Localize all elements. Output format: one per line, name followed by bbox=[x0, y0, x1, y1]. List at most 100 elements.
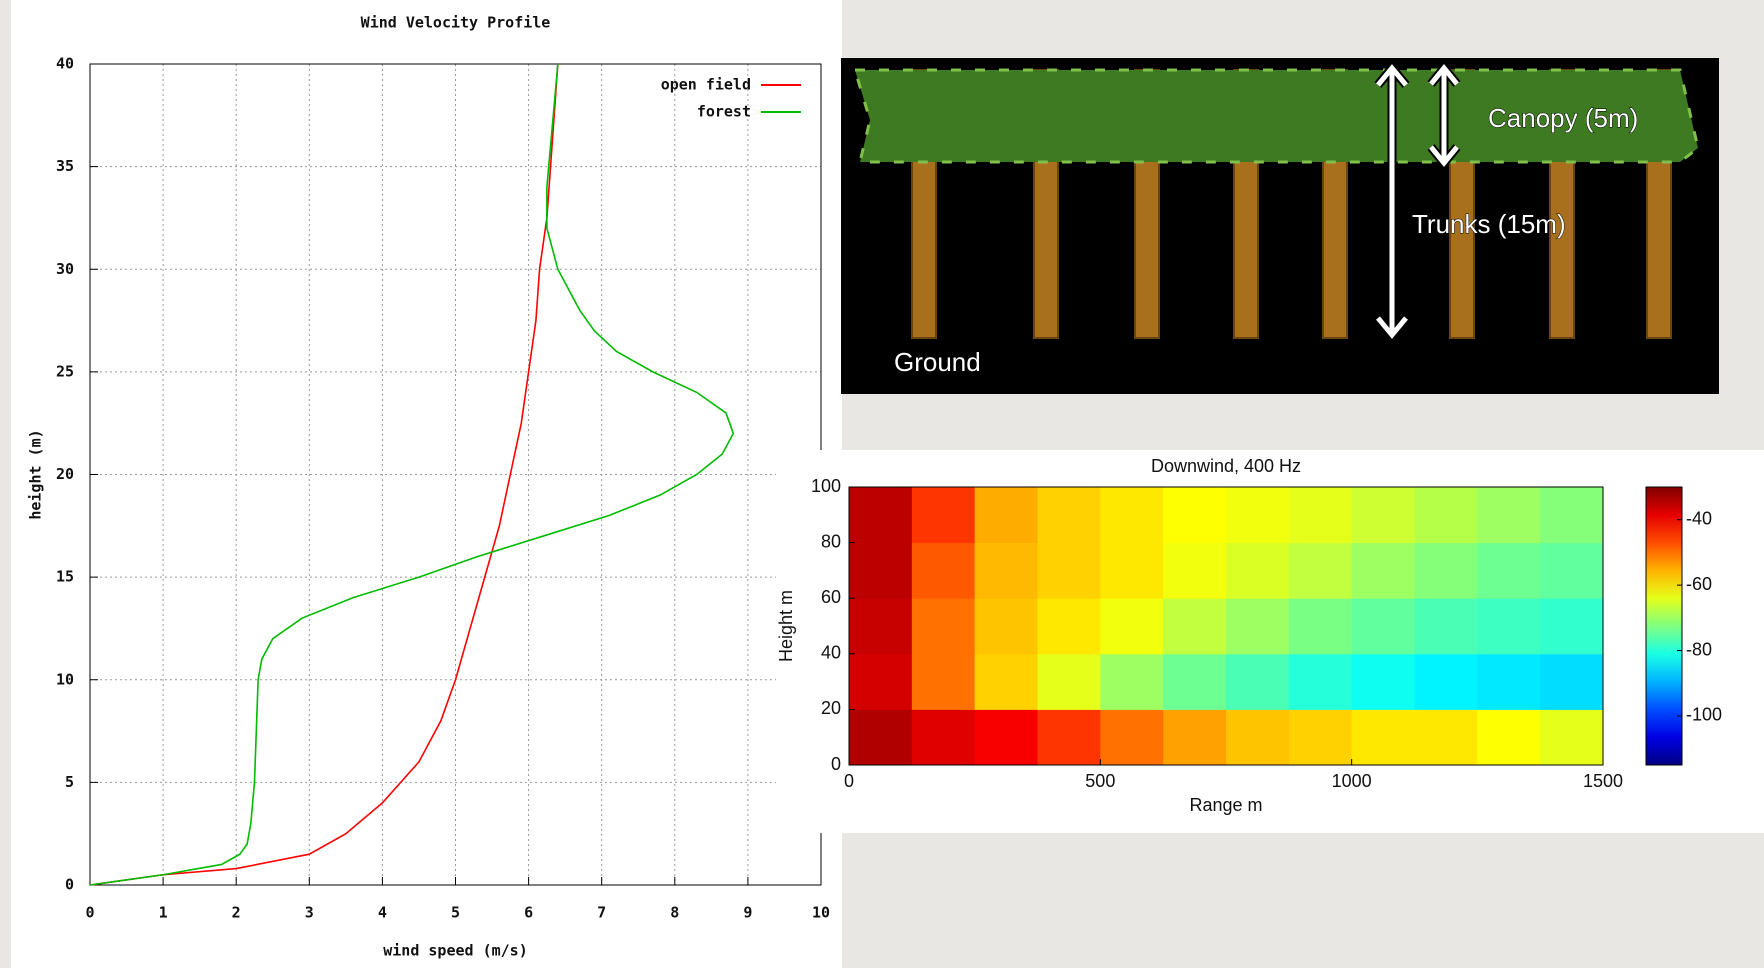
arrows bbox=[1374, 60, 1461, 343]
heat-cell bbox=[1226, 653, 1290, 710]
heat-cell bbox=[1540, 598, 1604, 655]
heat-cell bbox=[911, 542, 976, 599]
x-tick-label: 500 bbox=[1085, 771, 1115, 791]
chart-title: Downwind, 400 Hz bbox=[1151, 456, 1301, 476]
x-tick-label: 0 bbox=[85, 904, 94, 922]
heat-cell bbox=[1540, 542, 1604, 599]
heat-cell bbox=[1037, 653, 1101, 710]
y-tick-label: 40 bbox=[56, 55, 74, 73]
heat-cell bbox=[911, 487, 976, 544]
heat-cell bbox=[1477, 598, 1541, 655]
y-tick-label: 40 bbox=[821, 643, 841, 663]
y-tick-label: 60 bbox=[821, 587, 841, 607]
canopy bbox=[855, 70, 1698, 162]
forest-diagram: Canopy (5m) Trunks (15m) Ground bbox=[841, 58, 1719, 394]
heat-cell bbox=[1163, 542, 1227, 599]
colorbar-tick-label: -80 bbox=[1686, 639, 1712, 659]
heat-cell bbox=[1100, 542, 1164, 599]
ground-label: Ground bbox=[894, 347, 981, 377]
y-tick-label: 0 bbox=[65, 876, 74, 894]
legend-label: open field bbox=[661, 76, 751, 94]
canopy-arrow bbox=[1429, 64, 1459, 167]
heat-cell bbox=[911, 598, 976, 655]
heat-cell bbox=[1037, 487, 1101, 544]
trunks-arrow bbox=[1376, 64, 1408, 339]
y-tick-label: 5 bbox=[65, 773, 74, 791]
heat-cell bbox=[1477, 709, 1541, 766]
colorbar bbox=[1645, 486, 1683, 766]
heat-cell bbox=[1288, 653, 1353, 710]
heat-cell bbox=[1477, 653, 1541, 710]
heat-cell bbox=[1163, 653, 1227, 710]
chart-title: Wind Velocity Profile bbox=[361, 14, 551, 32]
series-line bbox=[89, 63, 735, 886]
x-tick-label: 10 bbox=[812, 904, 830, 922]
heat-cell bbox=[1288, 487, 1353, 544]
y-tick-label: 10 bbox=[56, 670, 74, 688]
heat-cell bbox=[1163, 709, 1227, 766]
heat-cell bbox=[1100, 653, 1164, 710]
heat-cell bbox=[1037, 709, 1101, 766]
heat-cell bbox=[1414, 598, 1478, 655]
heat-cell bbox=[1351, 709, 1415, 766]
y-tick-label: 35 bbox=[56, 157, 74, 175]
heat-cell bbox=[911, 709, 976, 766]
heat-cell bbox=[1477, 487, 1541, 544]
colorbar-tick-label: -60 bbox=[1686, 574, 1712, 594]
heat-cell bbox=[1414, 487, 1478, 544]
x-tick-label: 9 bbox=[743, 904, 752, 922]
heat-cell bbox=[974, 598, 1038, 655]
heat-cell bbox=[1540, 709, 1604, 766]
y-tick-label: 25 bbox=[56, 362, 74, 380]
heat-cell bbox=[911, 653, 976, 710]
y-tick-label: 20 bbox=[56, 465, 74, 483]
x-axis-label: Range m bbox=[1189, 795, 1262, 815]
heat-cell bbox=[1163, 487, 1227, 544]
canopy-label: Canopy (5m) bbox=[1488, 103, 1638, 133]
y-tick-label: 15 bbox=[56, 568, 74, 586]
canopy-leaves bbox=[852, 68, 1700, 164]
heat-cell bbox=[1226, 487, 1290, 544]
heat-cell bbox=[849, 487, 913, 544]
heat-cell bbox=[1414, 542, 1478, 599]
heat-cell bbox=[1037, 542, 1101, 599]
heat-cell bbox=[849, 709, 913, 766]
heat-cell bbox=[849, 653, 913, 710]
heat-cell bbox=[1414, 653, 1478, 710]
heat-cell bbox=[1163, 598, 1227, 655]
x-tick-label: 0 bbox=[844, 771, 854, 791]
x-axis-label: wind speed (m/s) bbox=[383, 942, 528, 960]
y-tick-label: 30 bbox=[56, 260, 74, 278]
x-tick-label: 1500 bbox=[1583, 771, 1623, 791]
heat-cell bbox=[1100, 709, 1164, 766]
y-tick-label: 20 bbox=[821, 698, 841, 718]
heat-cell bbox=[1414, 709, 1478, 766]
series-line bbox=[89, 63, 559, 886]
x-tick-label: 7 bbox=[597, 904, 606, 922]
x-tick-label: 4 bbox=[378, 904, 387, 922]
legend-label: forest bbox=[697, 103, 751, 121]
colorbar-tick-label: -100 bbox=[1686, 705, 1722, 725]
heat-cell bbox=[849, 598, 913, 655]
x-tick-label: 1 bbox=[159, 904, 168, 922]
chart-panel bbox=[11, 0, 842, 968]
heat-cell bbox=[1351, 653, 1415, 710]
trunks-label: Trunks (15m) bbox=[1412, 209, 1566, 239]
x-tick-label: 3 bbox=[305, 904, 314, 922]
x-tick-label: 5 bbox=[451, 904, 460, 922]
heat-cell bbox=[1226, 542, 1290, 599]
heat-cell bbox=[1100, 487, 1164, 544]
heat-cell bbox=[1100, 598, 1164, 655]
y-axis-label: height (m) bbox=[27, 429, 45, 519]
heat-cell bbox=[974, 487, 1038, 544]
heat-cell bbox=[1477, 542, 1541, 599]
heat-cell bbox=[1540, 653, 1604, 710]
downwind-chart: Downwind, 400 Hz 0 500 1000 1500 0 20 40 60 80 100… bbox=[776, 456, 1722, 815]
heat-cell bbox=[1037, 598, 1101, 655]
y-tick-label: 80 bbox=[821, 531, 841, 551]
heat-cell bbox=[1351, 598, 1415, 655]
x-tick-label: 6 bbox=[524, 904, 533, 922]
colorbar-tick-label: -40 bbox=[1686, 508, 1712, 528]
